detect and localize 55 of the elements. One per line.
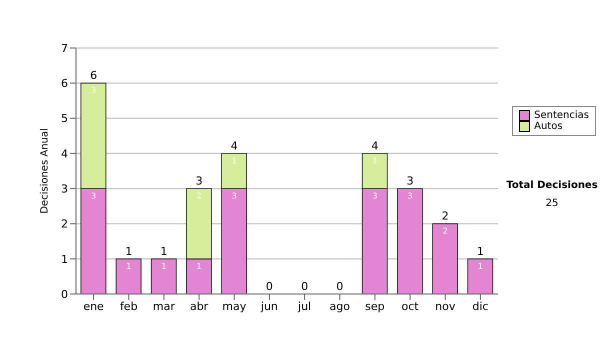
x-tick-label: ago xyxy=(330,300,350,313)
y-tick-label: 7 xyxy=(61,42,68,55)
data-label: 3 xyxy=(91,86,96,96)
data-label: 3 xyxy=(91,192,96,201)
data-label: 1 xyxy=(478,262,483,271)
bar xyxy=(150,258,177,294)
data-label: 1 xyxy=(161,262,166,271)
x-tick-label: dic xyxy=(472,300,488,313)
bar xyxy=(116,258,142,294)
data-label: 1 xyxy=(232,156,237,166)
data-label: 3 xyxy=(232,192,237,201)
total-label: 1 xyxy=(125,244,132,258)
bar xyxy=(397,188,423,294)
x-tick-label: may xyxy=(222,300,247,313)
data-label: 1 xyxy=(126,262,132,271)
y-tick-label: 4 xyxy=(61,147,68,160)
total-label: 0 xyxy=(336,280,344,293)
total-label: 4 xyxy=(371,139,378,152)
y-tick-label: 5 xyxy=(61,112,68,126)
x-tick-label: nov xyxy=(435,300,456,313)
data-label: 1 xyxy=(196,262,202,271)
bar xyxy=(432,223,458,294)
data-label: 2 xyxy=(442,226,448,236)
total-label: 1 xyxy=(476,244,484,258)
bar xyxy=(467,258,494,294)
y-tick-label: 6 xyxy=(61,77,68,90)
x-tick-label: ene xyxy=(83,300,104,313)
x-tick-label: mar xyxy=(152,300,176,313)
total-label: 0 xyxy=(301,280,308,293)
x-tick-label: abr xyxy=(190,300,209,313)
total-label: 1 xyxy=(160,244,168,258)
y-tick-label: 2 xyxy=(61,218,68,231)
y-tick-label: 0 xyxy=(61,288,68,301)
data-label: 1 xyxy=(372,156,378,166)
data-label: 3 xyxy=(408,192,413,201)
total-label: 4 xyxy=(230,139,238,152)
total-label: 6 xyxy=(90,69,98,82)
legend-label: Autos xyxy=(533,121,564,132)
text: Total Decisiones xyxy=(505,180,599,191)
x-tick-label: jul xyxy=(297,300,312,313)
data-label: 3 xyxy=(372,192,378,201)
x-tick-label: oct xyxy=(402,300,420,313)
legend-label: Sentencias xyxy=(533,110,589,121)
y-tick-label: 3 xyxy=(61,182,68,196)
total-label: 0 xyxy=(266,280,273,293)
total-label: 3 xyxy=(196,174,203,188)
data-label: 2 xyxy=(196,192,202,201)
x-tick-label: feb xyxy=(120,300,138,313)
y-tick-label: 1 xyxy=(61,252,68,266)
x-tick-label: sep xyxy=(365,300,385,313)
x-tick-label: jun xyxy=(260,300,278,313)
total-label: 3 xyxy=(406,174,414,188)
total-label: 2 xyxy=(442,210,449,223)
y-axis-title: Decisiones Anual xyxy=(40,128,51,214)
text: 25 xyxy=(544,198,560,209)
